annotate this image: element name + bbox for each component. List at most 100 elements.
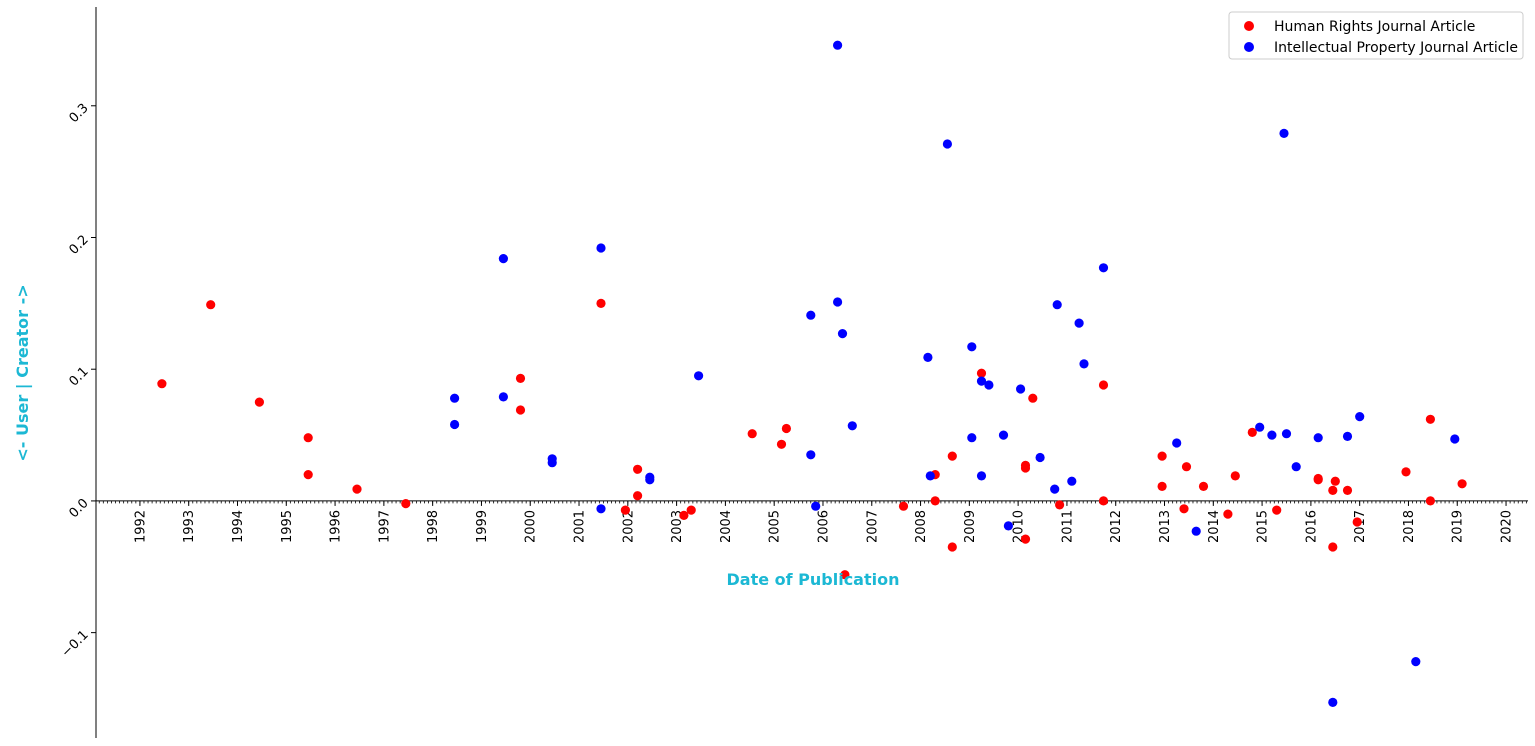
human-rights-point (947, 542, 957, 552)
human-rights-point (515, 373, 526, 383)
y-tick-label: −0.1 (59, 628, 92, 661)
human-rights-point (947, 451, 957, 461)
x-tick-label: 2006 (816, 510, 831, 543)
intellectual-property-point (1291, 462, 1301, 472)
human-rights-point (776, 439, 787, 449)
human-rights-point (1425, 414, 1435, 424)
intellectual-property-point (833, 297, 843, 307)
human-rights-point (1330, 476, 1340, 486)
x-tick-label: 1997 (377, 510, 392, 543)
x-tick-label: 1993 (182, 510, 197, 543)
intellectual-property-point (1313, 433, 1323, 443)
x-tick-label: 2019 (1451, 510, 1466, 543)
x-tick-label: 2011 (1060, 510, 1075, 543)
intellectual-property-point (925, 471, 935, 481)
x-tick-label: 1999 (475, 510, 490, 543)
human-rights-point (840, 570, 850, 580)
intellectual-property-point (967, 433, 977, 443)
intellectual-property-point (1003, 521, 1014, 531)
x-tick-label: 1995 (280, 510, 295, 543)
human-rights-point (596, 298, 606, 308)
intellectual-property-point (998, 430, 1009, 440)
legend-label-intellectual-property: Intellectual Property Journal Article (1274, 40, 1518, 56)
x-tick-label: 2010 (1012, 510, 1027, 543)
human-rights-point (1401, 467, 1411, 477)
axes: 1992 1993 1994 1995 1996 1997 1998 1999 2000 2001… (59, 7, 1528, 738)
x-tick-label: 2008 (914, 510, 929, 543)
human-rights-point (1098, 380, 1109, 390)
human-rights-point (1098, 496, 1109, 506)
x-tick-label: 1998 (426, 510, 441, 543)
x-tick-label: 1992 (133, 510, 148, 543)
x-tick-label: 2018 (1402, 510, 1417, 543)
human-rights-point (303, 433, 313, 443)
human-rights-point (206, 300, 216, 310)
human-rights-point (679, 510, 689, 520)
human-rights-point (1179, 504, 1189, 514)
intellectual-property-point (806, 450, 816, 460)
human-rights-point (1157, 481, 1167, 491)
x-tick-label: 2020 (1500, 510, 1515, 543)
human-rights-point (1020, 463, 1031, 473)
x-tick-label: 2009 (963, 510, 978, 543)
human-rights-point (1272, 505, 1282, 515)
human-rights-point (1230, 471, 1240, 481)
legend: Human Rights Journal Article Intellectua… (1228, 11, 1524, 60)
human-rights-point (1157, 451, 1167, 461)
intellectual-property-point (547, 458, 557, 468)
legend-marker-human-rights (1244, 21, 1254, 31)
intellectual-property-point (1411, 657, 1421, 667)
intellectual-property-point (1079, 359, 1089, 369)
human-rights-point (1342, 485, 1353, 495)
x-tick-label: 2017 (1353, 510, 1368, 543)
intellectual-property-point (1067, 476, 1077, 486)
intellectual-property-point (967, 342, 977, 352)
intellectual-property-point (976, 376, 987, 386)
y-tick-label: 0.2 (66, 233, 91, 258)
human-rights-point (515, 405, 526, 415)
human-rights-point (401, 499, 411, 509)
human-rights-point (781, 423, 792, 434)
y-tick-label: 0.3 (66, 101, 91, 126)
y-axis-label: <- User | Creator -> (13, 284, 33, 461)
intellectual-property-point (1016, 384, 1026, 394)
human-rights-point (1223, 509, 1233, 519)
human-rights-point (254, 397, 264, 407)
intellectual-property-point (1255, 422, 1265, 432)
intellectual-property-point (596, 243, 606, 253)
intellectual-property-point (694, 371, 704, 381)
x-tick-label: 2004 (719, 510, 734, 543)
legend-label-human-rights: Human Rights Journal Article (1274, 19, 1475, 35)
intellectual-property-point (1328, 697, 1338, 708)
y-tick-label: 0.1 (66, 364, 91, 389)
intellectual-property-point (1098, 263, 1109, 273)
x-tick-label: 1994 (231, 510, 246, 543)
x-tick-label: 2014 (1207, 510, 1222, 543)
human-rights-point (1328, 542, 1338, 552)
intellectual-property-point (984, 380, 994, 390)
intellectual-property-point (1267, 430, 1277, 440)
intellectual-property-point (1050, 484, 1060, 494)
human-rights-point (633, 491, 643, 501)
human-rights-point (1247, 427, 1257, 437)
legend-marker-intellectual-property (1244, 42, 1254, 52)
intellectual-property-point (1035, 452, 1045, 463)
x-tick-label: 2016 (1304, 510, 1319, 543)
human-rights-point (930, 496, 940, 506)
intellectual-property-point (942, 139, 953, 149)
intellectual-property-point (498, 392, 508, 402)
intellectual-property-point (450, 393, 460, 403)
intellectual-property-point (1450, 434, 1460, 444)
x-tick-label: 2000 (524, 510, 539, 543)
x-tick-label: 2013 (1158, 510, 1173, 543)
human-rights-point (1313, 475, 1323, 485)
human-rights-point (1181, 462, 1192, 472)
intellectual-property-point (450, 419, 460, 430)
x-axis-label: Date of Publication (726, 570, 899, 589)
intellectual-property-point (847, 421, 857, 431)
x-tick-label: 2007 (865, 510, 880, 543)
x-tick-label: 2002 (621, 510, 636, 543)
human-rights-point (1198, 481, 1209, 491)
intellectual-property-point (806, 310, 816, 320)
